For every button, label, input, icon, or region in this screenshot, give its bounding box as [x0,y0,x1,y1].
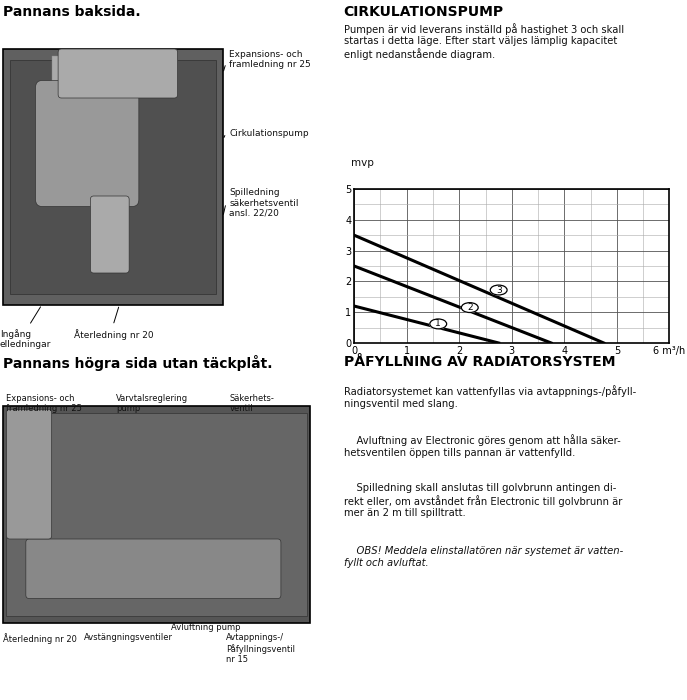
Text: Avstängningsventiler: Avstängningsventiler [84,634,173,643]
FancyBboxPatch shape [36,80,139,206]
Circle shape [462,302,478,312]
Circle shape [430,319,447,329]
Bar [3,406,310,623]
FancyBboxPatch shape [58,49,177,98]
Text: Säkerhets-
ventil: Säkerhets- ventil [229,393,274,413]
Text: Pumpen är vid leverans inställd på hastighet 3 och skall
startas i detta läge. E: Pumpen är vid leverans inställd på hasti… [344,22,624,60]
Bar [6,413,306,616]
Text: Spilledning
säkerhetsventil
ansl. 22/20: Spilledning säkerhetsventil ansl. 22/20 [229,188,299,218]
Text: Pannans högra sida utan täckplåt.: Pannans högra sida utan täckplåt. [3,356,273,371]
Text: Avtappnings-/
Påfyllningsventil
nr 15: Avtappnings-/ Påfyllningsventil nr 15 [226,634,295,664]
Text: Varvtalsreglering
pump: Varvtalsreglering pump [116,393,188,413]
Bar [52,56,174,91]
Text: Cirkulationspump: Cirkulationspump [229,129,309,137]
Text: Radiatorsystemet kan vattenfyllas via avtappnings-/påfyll-
ningsventil med slang: Radiatorsystemet kan vattenfyllas via av… [344,385,636,409]
Text: Återledning nr 20: Återledning nr 20 [74,329,154,340]
Text: Spilledning skall anslutas till golvbrunn antingen di-
rekt eller, om avståndet : Spilledning skall anslutas till golvbrun… [344,483,622,519]
Text: mvp: mvp [350,158,374,168]
Text: 1: 1 [436,319,441,328]
Text: 3: 3 [496,286,502,295]
Circle shape [491,285,507,295]
Text: Expansions- och
framledning nr 25: Expansions- och framledning nr 25 [6,393,82,413]
Text: Avluftning pump: Avluftning pump [171,623,240,632]
Text: 2: 2 [467,303,473,312]
Text: PÅFYLLNING AV RADIATORSYSTEM: PÅFYLLNING AV RADIATORSYSTEM [344,356,615,370]
FancyBboxPatch shape [91,196,129,273]
Text: CIRKULATIONSPUMP: CIRKULATIONSPUMP [344,5,504,19]
Text: Expansions- och
framledning nr 25: Expansions- och framledning nr 25 [229,50,311,69]
Bar [10,60,216,294]
FancyBboxPatch shape [26,539,281,598]
Text: Återledning nr 20: Återledning nr 20 [3,634,77,645]
Text: Pannans baksida.: Pannans baksida. [3,5,141,19]
Text: OBS! Meddela elinstallatören när systemet är vatten-
fyllt och avluftat.: OBS! Meddela elinstallatören när systeme… [344,546,623,568]
Text: Avluftning av Electronic göres genom att hålla säker-
hetsventilen öppen tills p: Avluftning av Electronic göres genom att… [344,434,620,458]
Bar [3,49,223,304]
FancyBboxPatch shape [6,410,52,539]
Text: Ingång
elledningar: Ingång elledningar [0,329,52,349]
